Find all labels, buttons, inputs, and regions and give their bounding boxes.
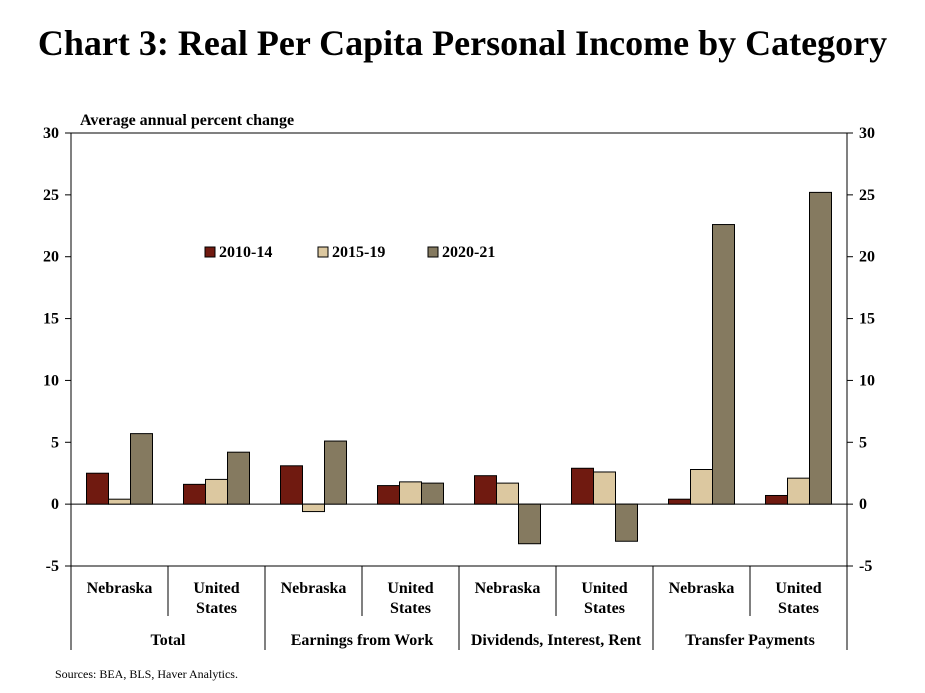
bar-2010-14-6 [668, 498, 691, 505]
bar-2020-21-4 [518, 503, 541, 545]
bar-2015-19-7 [787, 477, 810, 505]
bar-2015-19-5 [593, 471, 616, 505]
bar-2010-14-7 [765, 494, 788, 505]
x-tick-label: United [581, 580, 627, 597]
x-tick-label: Nebraska [87, 580, 153, 597]
y-tick-label-left: 5 [51, 434, 59, 451]
x-tick-label: States [778, 600, 819, 617]
bar-2020-21-0 [130, 433, 153, 505]
x-tick-label: Nebraska [669, 580, 735, 597]
legend-swatch [317, 246, 329, 258]
y-tick-label-right: 0 [859, 496, 867, 513]
y-tick-label-left: 25 [43, 187, 59, 204]
y-tick-label-right: 30 [859, 125, 875, 142]
legend-swatch [427, 246, 439, 258]
group-label: Earnings from Work [291, 632, 434, 649]
x-tick-label: States [584, 600, 625, 617]
legend-label: 2020-21 [442, 244, 495, 261]
bar-2015-19-4 [496, 482, 519, 505]
bar-2020-21-1 [227, 451, 250, 505]
bar-2010-14-0 [86, 472, 109, 505]
bar-2015-19-1 [205, 478, 228, 505]
y-tick-label-left: 15 [43, 311, 59, 328]
source-note: Sources: BEA, BLS, Haver Analytics. [55, 667, 238, 681]
bar-2010-14-1 [183, 483, 206, 505]
legend: 2010-14 2015-19 2020-21 [204, 244, 495, 261]
y-tick-label-left: 20 [43, 249, 59, 266]
x-tick-label: United [387, 580, 433, 597]
bar-2020-21-2 [324, 440, 347, 505]
bar-2015-19-2 [302, 503, 325, 513]
bar-2010-14-5 [571, 467, 594, 505]
x-tick-label: United [775, 580, 821, 597]
legend-swatch [204, 246, 216, 258]
y-tick-label-right: 5 [859, 434, 867, 451]
bar-2020-21-5 [615, 503, 638, 542]
y-axis-label: Average annual percent change [80, 112, 294, 129]
y-tick-label-right: 20 [859, 249, 875, 266]
y-tick-label-left: -5 [46, 558, 59, 575]
y-tick-label-left: 10 [43, 372, 59, 389]
chart-title: Chart 3: Real Per Capita Personal Income… [37, 23, 888, 63]
bar-2010-14-3 [377, 485, 400, 505]
bar-2015-19-6 [690, 469, 713, 505]
y-tick-label-right: 15 [859, 311, 875, 328]
x-tick-label: Nebraska [281, 580, 347, 597]
legend-label: 2015-19 [332, 244, 385, 261]
bar-2015-19-0 [108, 498, 131, 505]
bar-2020-21-6 [712, 224, 735, 505]
x-tick-label: States [196, 600, 237, 617]
y-tick-label-right: -5 [859, 558, 872, 575]
group-label: Total [151, 632, 187, 649]
x-tick-label: United [193, 580, 239, 597]
bar-2020-21-7 [809, 191, 832, 505]
y-tick-label-right: 25 [859, 187, 875, 204]
bar-2020-21-3 [421, 482, 444, 505]
y-tick-label-left: 0 [51, 496, 59, 513]
x-tick-label: States [390, 600, 431, 617]
legend-label: 2010-14 [219, 244, 272, 261]
y-tick-label-left: 30 [43, 125, 59, 142]
group-label: Transfer Payments [685, 632, 815, 649]
group-label: Dividends, Interest, Rent [471, 632, 642, 649]
plot-area: -5 -5 0 0 5 5 10 10 15 15 20 20 25 25 30 30 Nebraska Unit… [43, 125, 875, 650]
bar-2010-14-4 [474, 475, 497, 505]
x-tick-label: Nebraska [475, 580, 541, 597]
bar-2015-19-3 [399, 481, 422, 505]
bar-2010-14-2 [280, 465, 303, 505]
y-tick-label-right: 10 [859, 372, 875, 389]
